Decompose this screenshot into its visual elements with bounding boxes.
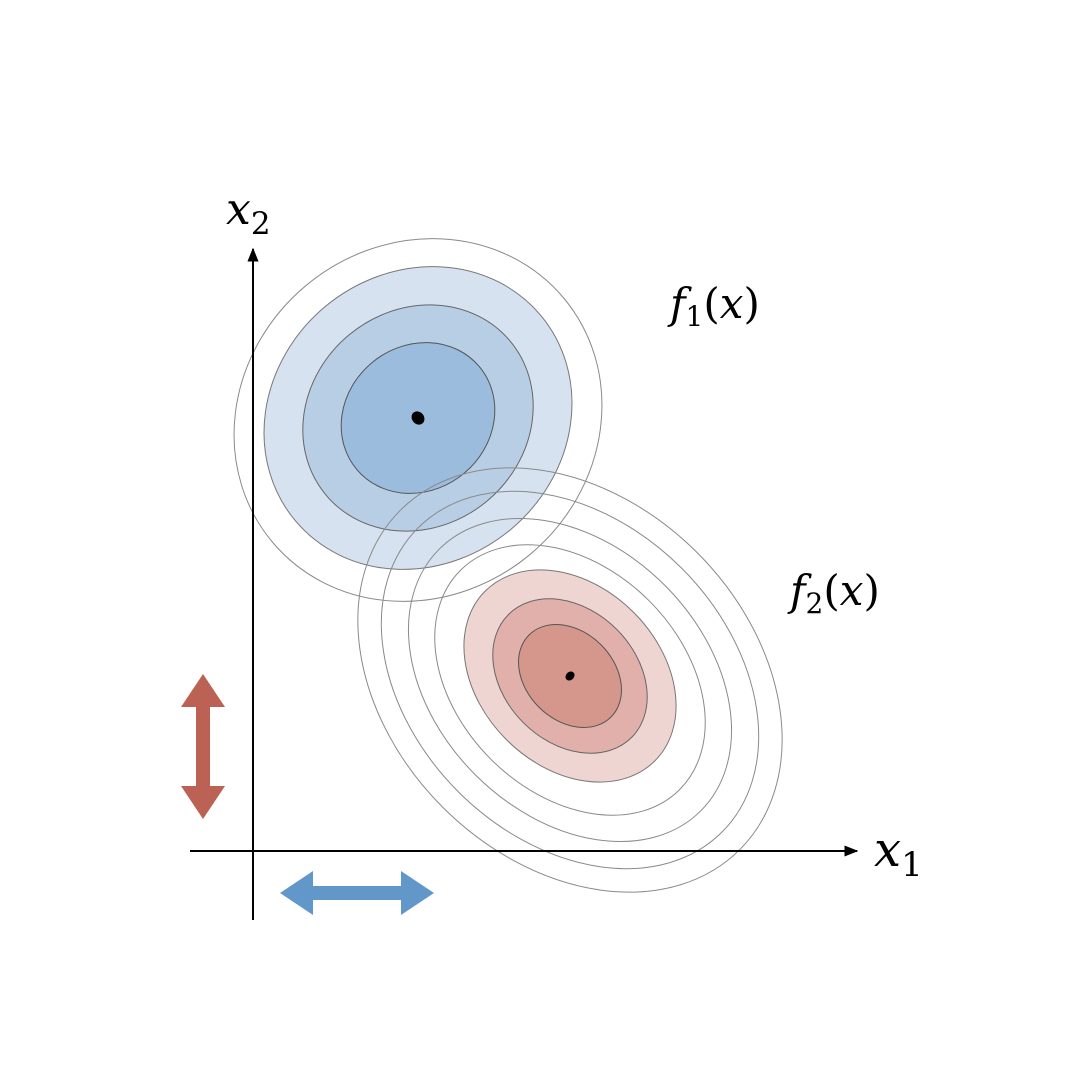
f2-mean-point [565, 671, 575, 681]
f2-contour-line-5 [357, 467, 783, 893]
f1-distribution [233, 238, 603, 602]
f2-distribution [357, 467, 783, 893]
f2-contour-line-4 [380, 490, 760, 870]
x1-axis-label: x1 [874, 822, 923, 885]
f2-contour-line-2 [434, 544, 706, 816]
double-headed-vertical-arrow-icon [181, 674, 225, 819]
f2-label: f2(x) [787, 566, 880, 620]
double-headed-horizontal-arrow-icon [280, 871, 434, 915]
f1-contour-outer-line [233, 238, 603, 602]
f1-mean-point [411, 411, 425, 425]
f2-contour-line-3 [407, 517, 733, 843]
x2-axis-label: x2 [226, 184, 271, 242]
f1-label: f1(x) [667, 279, 760, 333]
